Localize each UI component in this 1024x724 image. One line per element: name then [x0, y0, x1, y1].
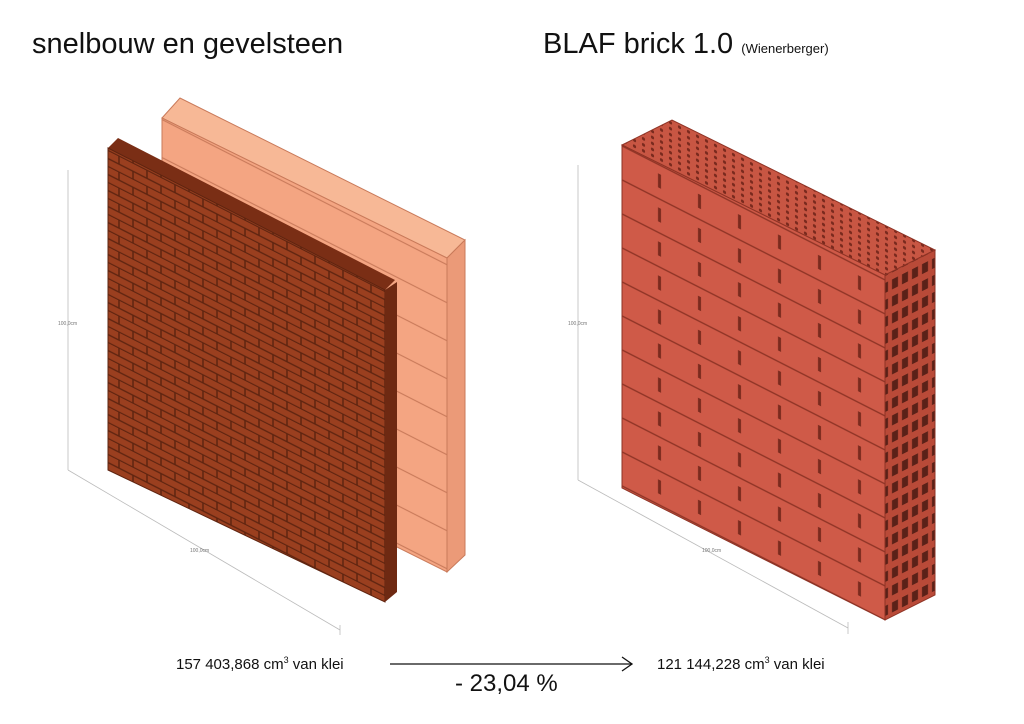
left-volume-value: 157 403,868	[176, 656, 260, 673]
facing-brick-wall	[107, 138, 397, 603]
right-height-dimension: 100,0cm	[568, 321, 587, 327]
left-height-dimension: 100,0cm	[58, 321, 77, 327]
left-dimension-lines	[67, 170, 341, 635]
reduction-arrow	[390, 656, 634, 672]
left-volume-unit-sup: 3	[283, 655, 289, 665]
right-volume-value: 121 144,228	[657, 656, 741, 673]
left-volume: 157 403,868 cm3 van klei	[176, 655, 344, 673]
right-dimension-lines	[577, 165, 849, 634]
right-title: BLAF brick 1.0 (Wienerberger)	[543, 28, 829, 61]
right-subtitle: (Wienerberger)	[741, 41, 829, 56]
right-volume-unit-sup: 3	[764, 655, 770, 665]
left-volume-unit: cm	[263, 656, 284, 673]
right-width-dimension: 100,0cm	[702, 548, 721, 554]
left-width-dimension: 100,0cm	[190, 548, 209, 554]
reduction-percentage: - 23,04 %	[455, 670, 558, 697]
blaf-brick-wall	[620, 119, 937, 621]
right-volume-unit: cm	[744, 656, 765, 673]
left-volume-suffix: van klei	[292, 656, 344, 673]
right-volume-suffix: van klei	[773, 656, 825, 673]
left-title: snelbouw en gevelsteen	[32, 28, 344, 60]
right-volume: 121 144,228 cm3 van klei	[657, 655, 825, 673]
right-title-text: BLAF brick 1.0	[543, 28, 734, 60]
